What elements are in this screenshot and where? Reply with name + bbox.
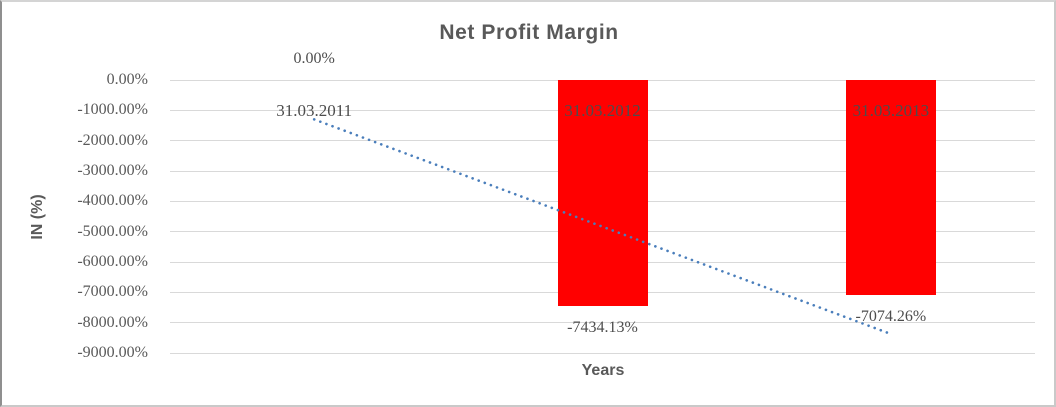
y-tick-label: -5000.00% [77,222,148,240]
y-tick-label: -6000.00% [77,253,148,270]
data-label: -7434.13% [567,318,638,336]
y-tick-label: -7000.00% [77,283,148,301]
category-label: 31.03.2012 [564,101,641,120]
y-tick-label: 0.00% [106,71,148,88]
y-tick-label: -1000.00% [77,101,148,119]
trendline[interactable] [312,118,893,336]
y-tick-label: -8000.00% [77,313,148,331]
bar-31.03.2013[interactable] [845,80,936,295]
category-label: 31.03.2011 [276,101,353,120]
data-label: -7074.26% [855,307,927,325]
x-axis-title: Years [581,362,625,379]
category-label: 31.03.2013 [852,101,930,120]
y-tick-label: -9000.00% [77,344,148,361]
chart-title: Net Profit Margin [439,21,619,44]
gridline [170,322,1035,324]
gridline [170,352,1035,354]
y-tick-label: -2000.00% [77,131,148,149]
y-tick-label: -3000.00% [77,162,148,179]
bar-31.03.2012[interactable] [557,80,648,306]
y-tick-label: -4000.00% [77,192,148,210]
data-label: 0.00% [293,50,335,67]
